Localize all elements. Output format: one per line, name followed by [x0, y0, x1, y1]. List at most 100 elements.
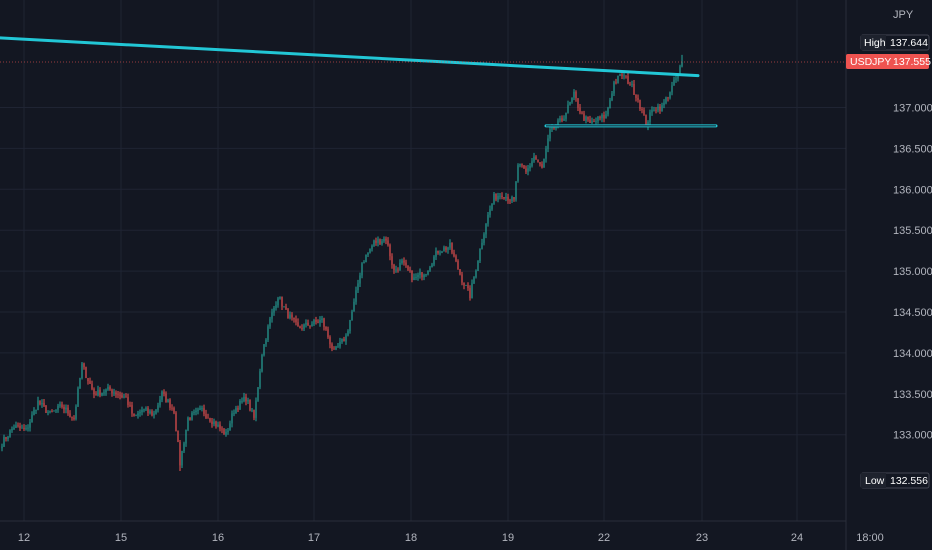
candle-body: [35, 410, 37, 411]
candle: [187, 416, 189, 432]
candle: [375, 237, 377, 246]
candle: [671, 81, 673, 96]
candle-body: [167, 399, 169, 403]
candle: [429, 265, 431, 272]
candle-body: [353, 301, 355, 312]
candle: [135, 414, 137, 417]
candle-body: [159, 399, 161, 406]
candle-body: [271, 312, 273, 319]
candle: [305, 319, 307, 328]
candle-body: [379, 239, 381, 244]
candle-body: [551, 126, 553, 130]
candle-body: [311, 324, 313, 327]
candle: [75, 404, 77, 421]
candle: [173, 406, 175, 415]
candle: [445, 246, 447, 253]
candle-body: [343, 338, 345, 342]
time-axis[interactable]: [0, 521, 846, 550]
candle: [293, 317, 295, 323]
candle: [243, 392, 245, 403]
candle: [25, 424, 27, 431]
candle: [247, 397, 249, 404]
candle: [423, 273, 425, 281]
candle: [535, 155, 537, 160]
candle: [339, 337, 341, 349]
candle: [211, 417, 213, 428]
candle: [595, 117, 597, 125]
candle: [549, 125, 551, 142]
candle-body: [493, 193, 495, 204]
candle-body: [275, 305, 277, 308]
y-tick-label: 134.500: [893, 307, 932, 319]
candle: [47, 410, 49, 416]
candle: [463, 282, 465, 290]
candle-body: [57, 405, 59, 410]
candle: [655, 107, 657, 114]
candle-body: [359, 275, 361, 284]
y-tick-label: 136.500: [893, 143, 932, 155]
candle-body: [517, 165, 519, 182]
x-axis-ticks: 12 15 16 17 18 19 22 23 24 18:00: [18, 532, 884, 544]
candle: [21, 424, 23, 429]
candle-body: [61, 404, 63, 408]
trendlines[interactable]: [0, 36, 718, 128]
candle: [269, 316, 271, 329]
candle-body: [313, 320, 315, 325]
candle: [123, 393, 125, 399]
candle-body: [249, 400, 251, 411]
y-tick-label: 133.500: [893, 389, 932, 401]
candle-body: [143, 409, 145, 411]
candle-body: [51, 411, 53, 412]
candle: [67, 404, 69, 416]
candle-body: [491, 203, 493, 210]
candle: [253, 409, 255, 421]
candle: [381, 238, 383, 246]
candle-body: [511, 197, 513, 201]
candle-body: [659, 106, 661, 112]
candle: [371, 244, 373, 252]
candle: [291, 312, 293, 321]
candle-body: [585, 116, 587, 121]
candle: [31, 411, 33, 423]
candle-body: [387, 240, 389, 245]
candle: [199, 405, 201, 411]
candle-body: [277, 298, 279, 306]
candle: [3, 434, 5, 447]
candle: [95, 391, 97, 396]
candle-body: [73, 417, 75, 419]
candle: [231, 410, 233, 428]
candle-body: [287, 309, 289, 319]
candle: [587, 116, 589, 122]
candle: [155, 409, 157, 415]
candle-body: [109, 387, 111, 390]
candle-body: [519, 164, 521, 166]
candle: [627, 72, 629, 85]
candle-body: [225, 431, 227, 435]
candle-body: [235, 408, 237, 413]
candle: [185, 429, 187, 447]
candle-body: [165, 393, 167, 403]
price-axis[interactable]: [846, 0, 932, 550]
candle-body: [619, 74, 621, 76]
candle-body: [617, 75, 619, 83]
candle-body: [613, 82, 615, 94]
candle-body: [543, 158, 545, 168]
high-tag: High 137.644: [860, 34, 930, 51]
candle: [397, 267, 399, 273]
candle: [245, 393, 247, 406]
y-axis-ticks: 133.000 133.500 134.000 134.500 135.000 135.5…: [893, 103, 932, 442]
candle-body: [449, 242, 451, 248]
candle-body: [649, 112, 651, 122]
candle: [563, 115, 565, 121]
candle: [19, 422, 21, 431]
y-tick-label: 136.000: [893, 184, 932, 196]
candle: [591, 117, 593, 124]
candle: [229, 420, 231, 431]
candle: [421, 272, 423, 281]
candle-body: [181, 451, 183, 466]
candle-body: [625, 75, 627, 77]
candle: [239, 399, 241, 410]
